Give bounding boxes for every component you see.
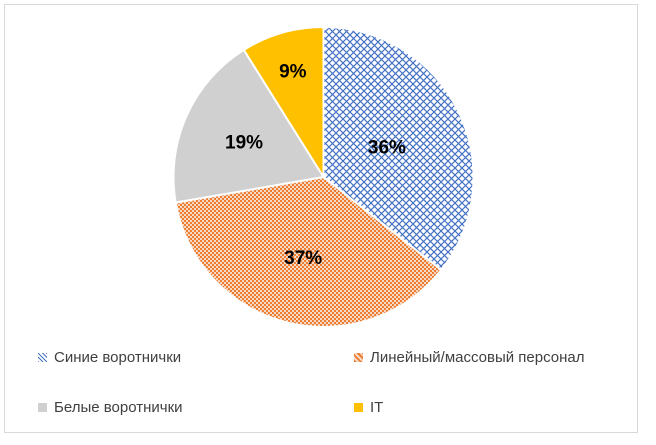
pie-label-it: 9% [279, 61, 307, 82]
legend-swatch-blue-collar [38, 353, 47, 362]
legend-swatch-white-collar [38, 403, 47, 412]
legend-item-it: IT [354, 399, 383, 416]
legend-label-white-collar: Белые воротнички [54, 399, 183, 416]
legend-item-blue-collar: Синие воротнички [38, 349, 181, 366]
pie-slice-line-staff [174, 175, 443, 328]
legend-label-blue-collar: Синие воротнички [54, 349, 182, 366]
pie-label-white-collar: 19% [225, 133, 263, 154]
pie-slice-blue-collar [322, 25, 475, 272]
legend-label-it: IT [370, 399, 384, 416]
pie-slice-white-collar [172, 48, 326, 204]
pie-label-blue-collar: 36% [368, 137, 406, 158]
pie-label-line-staff: 37% [284, 248, 322, 269]
legend-item-white-collar: Белые воротнички [38, 399, 183, 416]
legend-item-line-staff: Линейный/массовый персонал [354, 349, 585, 366]
legend-swatch-line-staff [354, 353, 363, 362]
legend-swatch-it [354, 403, 363, 412]
pie-slice-it [242, 25, 325, 181]
legend-label-line-staff: Линейный/массовый персонал [370, 349, 585, 366]
